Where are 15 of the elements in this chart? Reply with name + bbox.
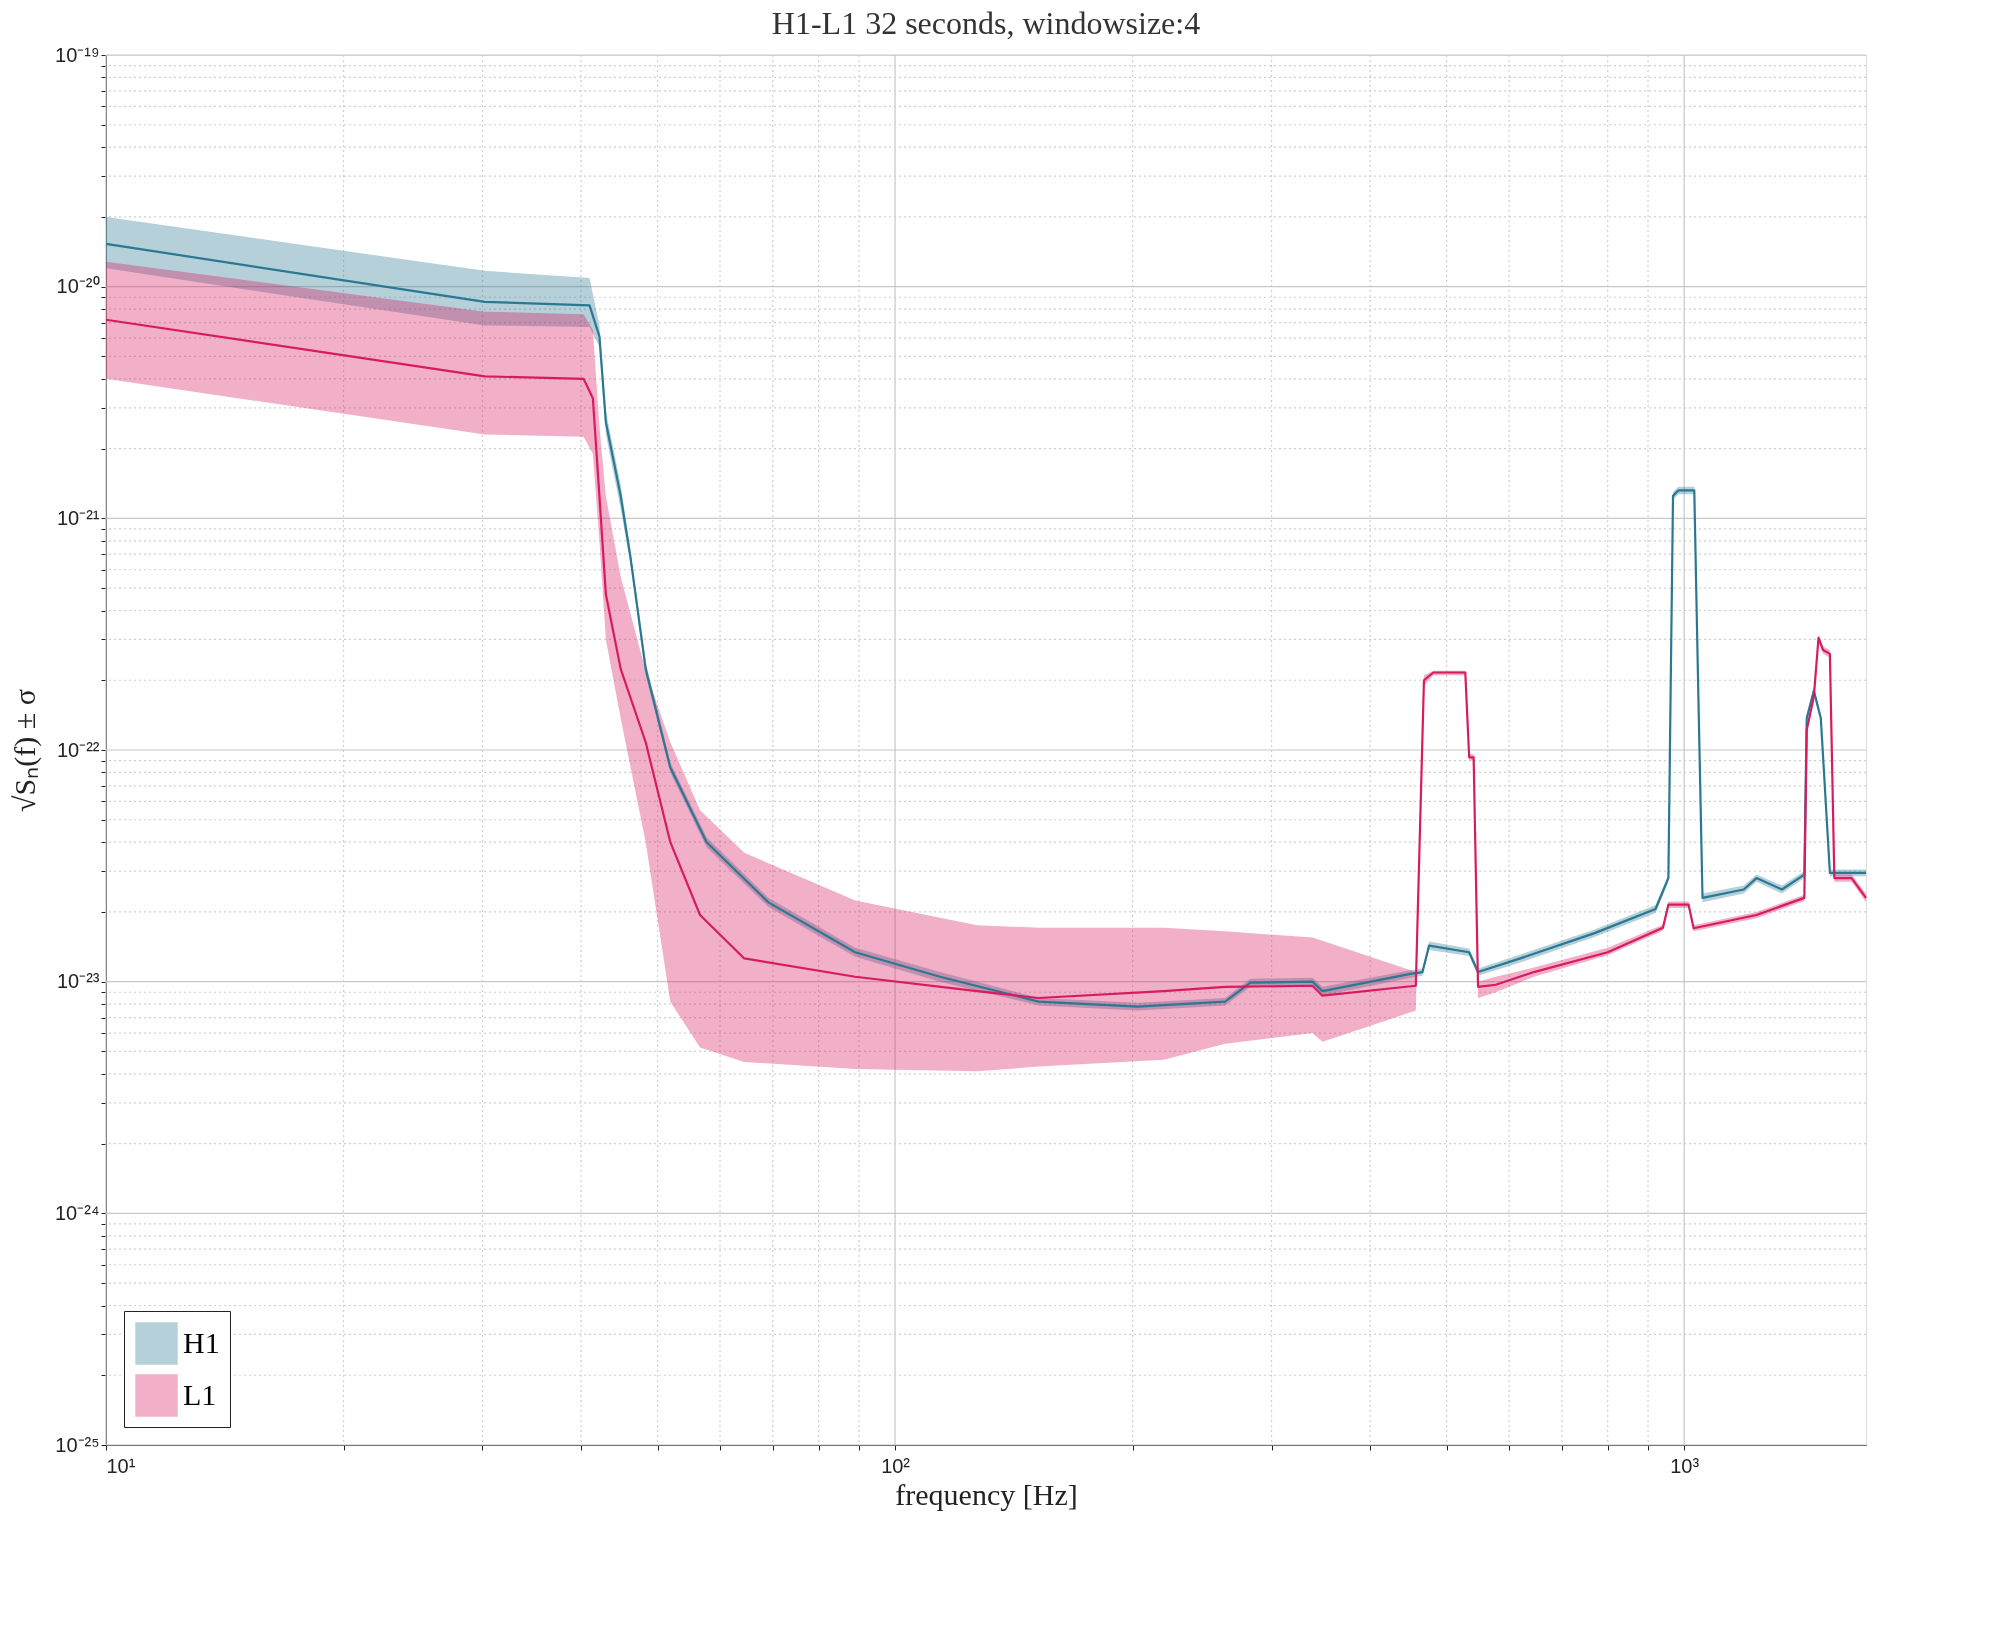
- chart-title: H1-L1 32 seconds, windowsize:4: [771, 5, 1201, 41]
- y-tick-label: 10⁻²²: [56, 738, 100, 761]
- legend-label: H1: [183, 1325, 220, 1359]
- legend-label: L1: [183, 1377, 217, 1411]
- x-tick-label: 10¹: [106, 1454, 136, 1477]
- x-tick-label: 10³: [1670, 1454, 1700, 1477]
- y-tick-label: 10⁻²⁴: [55, 1201, 100, 1224]
- y-tick-label: 10⁻²⁰: [56, 275, 100, 298]
- y-axis-title: √Sₙ(f) ± σ: [8, 689, 42, 812]
- y-tick-label: 10⁻²³: [56, 970, 100, 993]
- x-axis-title: frequency [Hz]: [895, 1477, 1078, 1511]
- y-tick-label: 10⁻¹⁹: [55, 43, 100, 66]
- x-tick-label: 10²: [881, 1454, 911, 1477]
- y-tick-label: 10⁻²⁵: [55, 1433, 100, 1456]
- y-tick-label: 10⁻²¹: [56, 506, 100, 529]
